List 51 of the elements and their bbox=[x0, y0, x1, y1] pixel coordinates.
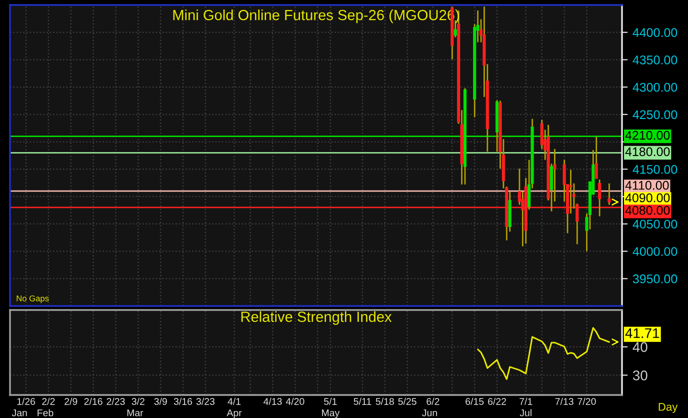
x-tick-label: 7/1 bbox=[520, 398, 532, 405]
x-tick-label: 1/26 bbox=[17, 398, 36, 405]
x-tick-label: 5/1 bbox=[324, 398, 337, 405]
x-tick-label: 3/2 bbox=[132, 398, 144, 405]
x-tick-label: 6/2 bbox=[426, 398, 440, 405]
annotation: 4090.00 bbox=[625, 193, 670, 202]
x-tick-label: 4/1 bbox=[228, 398, 241, 405]
x2-tick-label: Mar bbox=[127, 409, 144, 416]
annotation: 41.71 bbox=[625, 328, 660, 338]
ref-line-label: 4110.00 bbox=[625, 180, 669, 190]
ref-line-label: 4210.00 bbox=[625, 130, 670, 140]
x-tick-label: 7/13 bbox=[555, 398, 574, 405]
annotation: No Gaps bbox=[16, 295, 49, 303]
x-tick-label: 2/16 bbox=[84, 398, 102, 405]
y-tick-label: 3950.00 bbox=[632, 274, 678, 284]
y-tick-label: 30 bbox=[632, 370, 648, 380]
ref-line-label: 4180.00 bbox=[625, 147, 670, 156]
x-tick-label: 2/2 bbox=[42, 398, 55, 405]
x2-tick-label: Jul bbox=[520, 409, 532, 416]
y-tick-label: 4050.00 bbox=[632, 220, 678, 229]
x-tick-label: 2/23 bbox=[106, 398, 125, 405]
line-series bbox=[477, 327, 610, 380]
x-tick-label: 5/18 bbox=[376, 398, 394, 405]
y-tick-label: 4000.00 bbox=[632, 247, 678, 256]
x2-tick-label: Jun bbox=[422, 409, 437, 416]
text: Day bbox=[658, 403, 678, 413]
x2-tick-label: Feb bbox=[38, 409, 54, 416]
candlestick bbox=[608, 182, 611, 206]
y-tick-label: 4250.00 bbox=[632, 110, 678, 120]
x-tick-label: 6/15 bbox=[466, 398, 484, 405]
ref-line-label: 4080.00 bbox=[625, 206, 670, 215]
x-tick-label: 3/9 bbox=[154, 398, 167, 405]
x-tick-label: 3/23 bbox=[196, 398, 214, 405]
x-tick-label: 5/25 bbox=[398, 398, 416, 405]
y-tick-label: 4350.00 bbox=[632, 56, 678, 64]
candlestick bbox=[594, 136, 598, 180]
x-tick-label: 3/16 bbox=[174, 398, 192, 405]
y-tick-label: 40 bbox=[632, 342, 648, 352]
x-tick-label: 6/22 bbox=[488, 398, 506, 405]
x-tick-label: 4/13 bbox=[264, 398, 282, 405]
x-tick-label: 4/20 bbox=[286, 398, 304, 405]
x-tick-label: 2/9 bbox=[64, 398, 78, 405]
x2-tick-label: Jan bbox=[12, 409, 27, 416]
y-tick-label: 4300.00 bbox=[632, 82, 678, 92]
x-tick-label: 7/20 bbox=[578, 398, 596, 405]
x-tick-label: 5/11 bbox=[354, 398, 372, 405]
chart-title: Relative Strength Index bbox=[241, 311, 392, 325]
y-tick-label: 4150.00 bbox=[632, 164, 678, 174]
x2-tick-label: Apr bbox=[226, 409, 242, 418]
y-tick-label: 4400.00 bbox=[632, 28, 678, 38]
x2-tick-label: May bbox=[322, 409, 340, 418]
